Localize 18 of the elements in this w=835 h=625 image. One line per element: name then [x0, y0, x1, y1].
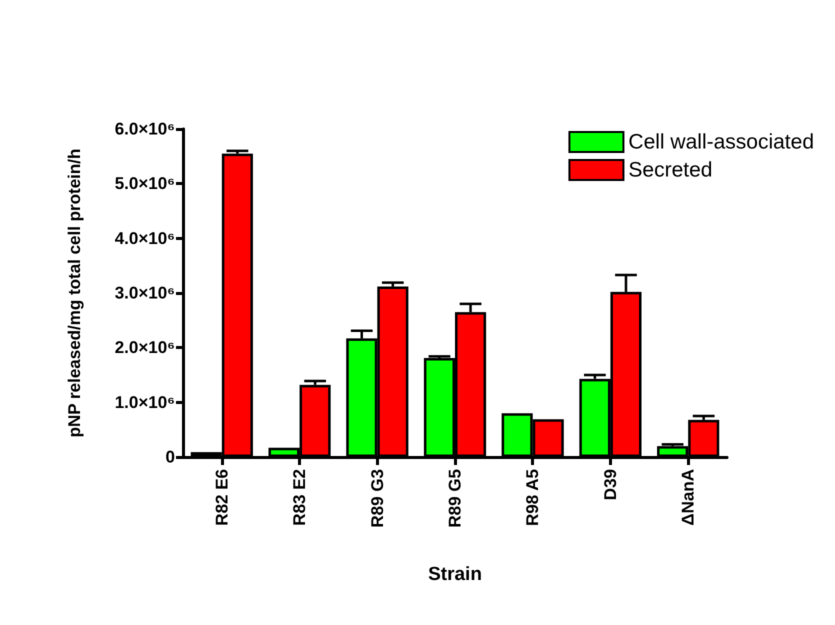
- y-tick-label: 6.0×10⁶: [114, 120, 175, 138]
- x-tick-label: R89 G5: [446, 469, 464, 528]
- y-tick-label: 3.0×10⁶: [114, 284, 175, 302]
- legend-label: Secreted: [628, 158, 712, 182]
- x-tick-label: R82 E6: [212, 469, 232, 526]
- y-tick-label: 0: [166, 448, 175, 466]
- y-tick-label: 4.0×10⁶: [114, 228, 175, 248]
- y-tick-label: 2.0×10⁶: [114, 338, 175, 358]
- legend-label: Cell wall-associated: [628, 130, 814, 154]
- x-tick-label: R98 A5: [523, 469, 542, 526]
- y-axis-title: pNP released/mg total cell protein/h: [65, 148, 84, 438]
- x-tick-label: R89 G3: [368, 469, 387, 528]
- x-tick-label: D39: [600, 469, 620, 500]
- x-axis-title: Strain: [428, 564, 482, 585]
- x-tick-label: ΔNanA: [678, 469, 698, 526]
- y-tick-label: 5.0×10⁶: [114, 174, 175, 194]
- x-tick-label: R83 E2: [290, 469, 310, 526]
- y-tick-label: 1.0×10⁶: [114, 392, 175, 412]
